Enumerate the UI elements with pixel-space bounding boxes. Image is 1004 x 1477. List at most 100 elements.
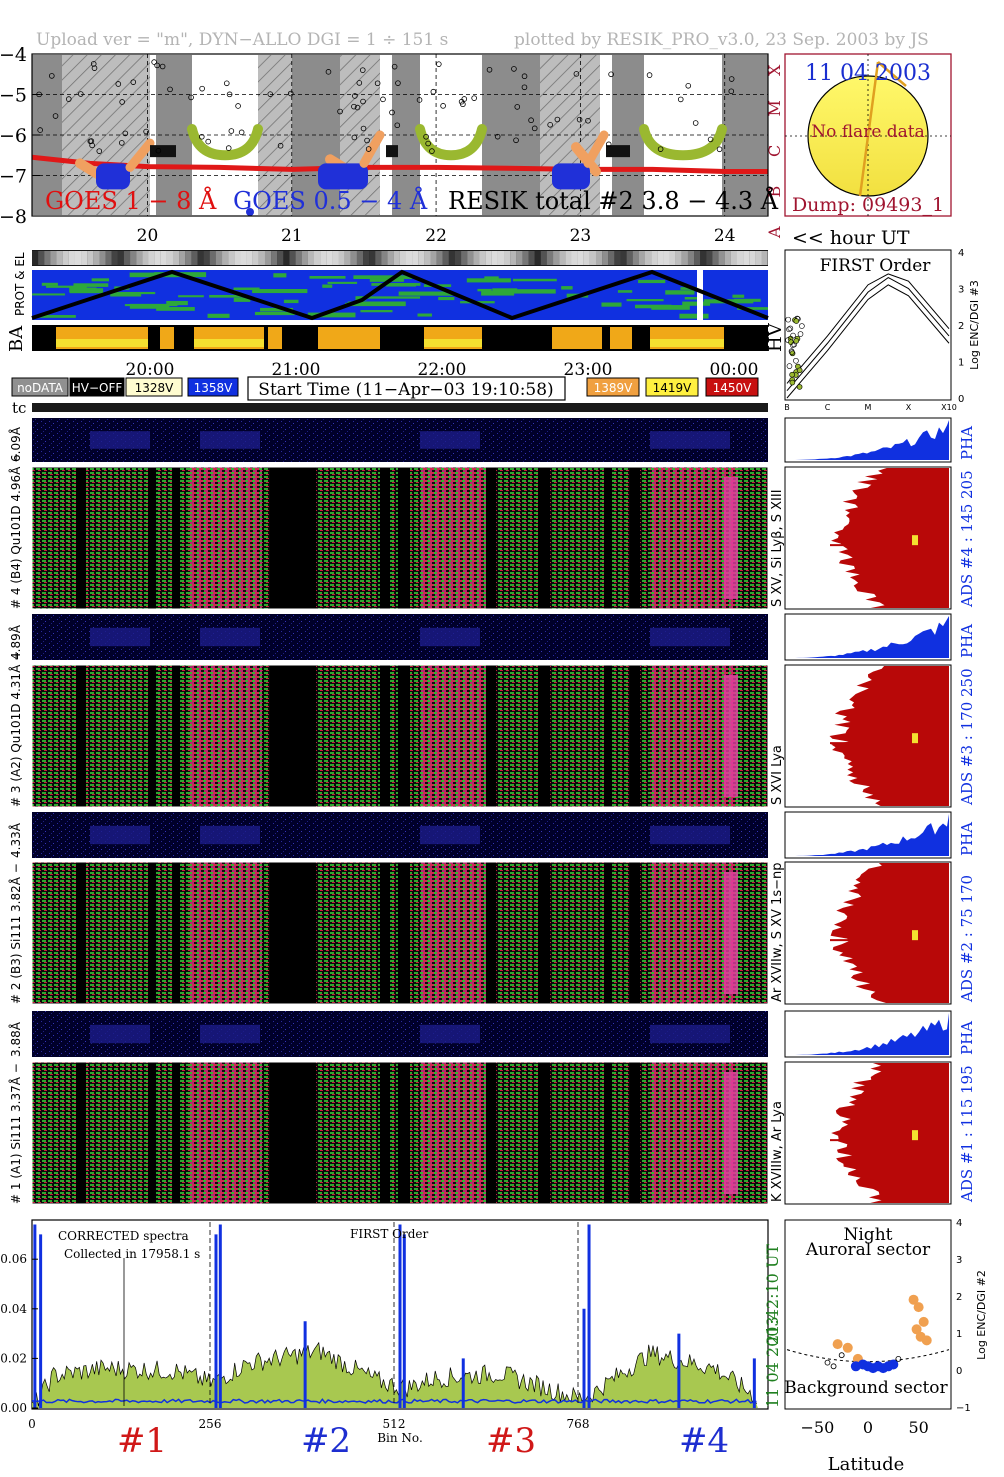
hv-point <box>799 323 805 329</box>
el-cell <box>700 251 707 265</box>
channel-gap <box>486 467 496 609</box>
hv-legend-label: 1419V <box>653 381 693 395</box>
resik-point <box>151 59 157 65</box>
el-cell <box>252 251 259 265</box>
el-cell <box>222 251 229 265</box>
el-cell <box>93 251 100 265</box>
prot-green-mark <box>365 296 421 299</box>
prot-green-mark <box>371 283 421 286</box>
time-label: 22:00 <box>418 360 467 380</box>
resik-point <box>685 83 692 89</box>
lat-point-open <box>824 1359 831 1366</box>
resik-point <box>364 137 370 144</box>
prot-gap <box>697 270 703 320</box>
resik-point <box>337 108 343 115</box>
prot-green-mark <box>273 273 287 278</box>
el-cell <box>295 251 302 265</box>
hv-point <box>790 332 796 339</box>
prot-green-mark <box>484 276 499 280</box>
legend-resik: RESIK total #2 3.8 − 4.3 Å <box>448 186 779 215</box>
el-cell <box>271 251 278 265</box>
goes-short-blob <box>96 163 130 190</box>
pha-label: PHA <box>958 1021 976 1055</box>
goes-long-line <box>31 154 768 174</box>
el-cell <box>516 251 523 265</box>
el-cell <box>534 251 541 265</box>
el-cell <box>595 251 603 265</box>
goes-short-blob <box>552 163 590 190</box>
resik-point <box>423 133 429 140</box>
el-cell <box>172 251 180 265</box>
goes-ytick: −6 <box>0 125 27 147</box>
prot-green-mark <box>260 307 294 312</box>
goes-class-label: B <box>765 186 784 198</box>
el-cell <box>130 251 137 265</box>
el-cell <box>608 251 615 265</box>
spectrum-area <box>32 1342 758 1408</box>
resik-point <box>576 116 583 123</box>
resik-point <box>77 91 84 97</box>
el-cell <box>565 251 572 265</box>
el-cell <box>614 251 621 265</box>
spectrum-plot: 0.06 0.04 0.02 0.000 256 512 768 CORRECTED spe… <box>0 1219 782 1445</box>
pha-band <box>650 627 730 647</box>
goes-ytick: −5 <box>0 85 27 107</box>
channel-hot <box>650 1062 738 1204</box>
sun-date: 11 04 2003 <box>805 61 931 86</box>
spectrum-ytick: 0.02 <box>0 1351 27 1365</box>
channel-gap <box>148 862 156 1004</box>
prot-green-mark <box>327 281 358 284</box>
prot-green-mark <box>438 296 455 301</box>
el-cell <box>215 251 223 265</box>
resik-point <box>511 66 517 72</box>
resik-point <box>226 91 233 98</box>
time-label: 00:00 <box>710 360 759 380</box>
hour-label: 22 <box>425 226 447 246</box>
ads-marker <box>912 535 918 546</box>
channel-label-a: # 2 (B3) Si111 3.82Å − <box>8 863 23 1004</box>
el-cell <box>111 251 118 265</box>
header-right: plotted by RESIK_PRO_v3.0, 23 Sep. 2003 … <box>514 30 929 50</box>
prot-green-mark <box>417 313 432 317</box>
resik-point <box>87 138 94 145</box>
el-cell <box>350 251 357 265</box>
pha-band <box>650 1024 730 1044</box>
channel-hot <box>420 862 486 1004</box>
ads-marker <box>912 930 918 941</box>
channel-pha-label: 3.88Å <box>8 1021 23 1057</box>
prot-green-mark <box>322 284 333 288</box>
el-cell <box>246 251 253 265</box>
channel-gap <box>486 665 496 807</box>
el-cell <box>743 251 750 265</box>
hv-point <box>785 316 791 323</box>
resik-point <box>119 140 125 146</box>
ads-label: ADS #3 : 170 250 <box>958 668 976 806</box>
channel-label-b: S XVI Lya <box>770 745 785 805</box>
hv-point <box>793 318 800 324</box>
orange-segment <box>359 130 385 168</box>
channel-gap <box>538 665 550 807</box>
channel-gap <box>270 1062 316 1204</box>
hour-ut-label: << hour UT <box>792 227 910 249</box>
channel-gap <box>380 862 390 1004</box>
el-cell <box>375 251 382 265</box>
hv-ytick: 1 <box>958 358 964 369</box>
resik-point <box>395 80 401 86</box>
el-cell <box>332 251 339 265</box>
channel-hot <box>190 1062 262 1204</box>
channel-hot <box>650 665 738 807</box>
lat-point-open <box>838 1352 845 1359</box>
ba-band <box>318 327 380 349</box>
pha-band <box>650 431 730 449</box>
prot-green-mark <box>69 287 97 293</box>
el-cell <box>528 251 535 265</box>
channel-pha-label: 6.09Å <box>8 426 23 462</box>
el-cell <box>583 251 590 265</box>
channel-gap <box>486 862 496 1004</box>
hv-xtick: B <box>784 403 790 412</box>
pha-hist <box>787 616 949 658</box>
resik-point <box>528 117 534 124</box>
el-cell <box>730 251 738 265</box>
prot-green-mark <box>345 302 394 306</box>
channel-label-a: # 3 (A2) Qu101D 4.31Å − <box>8 651 23 807</box>
